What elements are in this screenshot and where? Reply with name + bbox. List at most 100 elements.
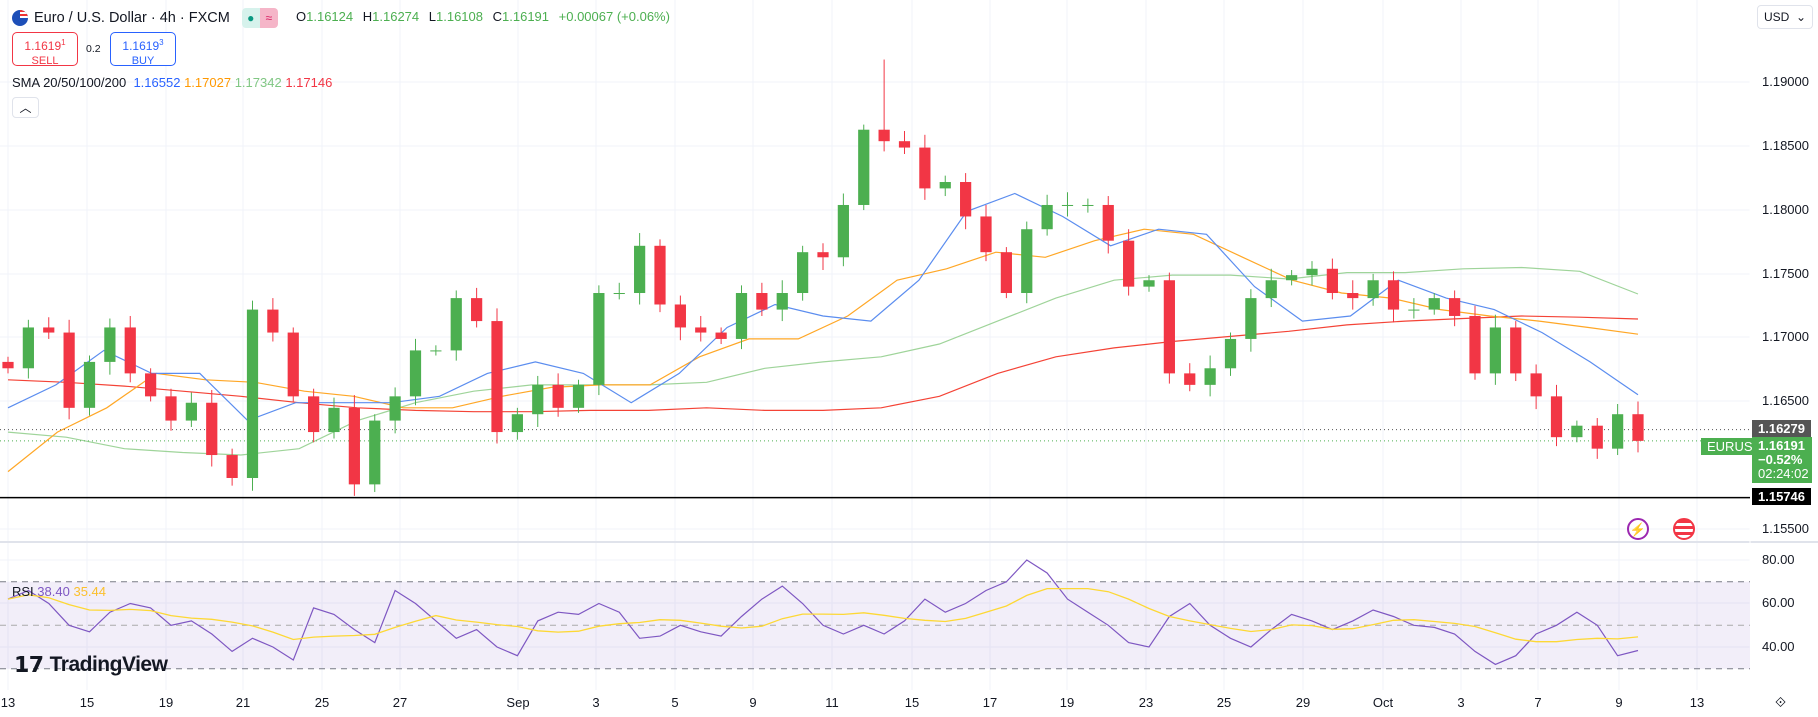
- candle-body: [654, 245, 666, 305]
- price-axis-label: 1.18500: [1762, 138, 1809, 153]
- sma-legend[interactable]: SMA 20/50/100/200 1.16552 1.17027 1.1734…: [12, 75, 332, 90]
- candle-body: [1550, 396, 1563, 438]
- time-axis-label: 17: [982, 695, 998, 710]
- candle-body: [1041, 204, 1053, 230]
- candle-body: [2, 361, 14, 369]
- market-open-dot-icon: ●: [241, 8, 260, 28]
- sma-label: SMA 20/50/100/200: [12, 75, 127, 90]
- candle-body: [837, 204, 849, 258]
- candle-body: [572, 384, 585, 408]
- price-axis-label: 1.15500: [1762, 521, 1809, 536]
- chevron-down-icon: ⌄: [1795, 10, 1806, 24]
- spread-value: 0.2: [86, 43, 101, 55]
- sma50-line: [7, 228, 1639, 473]
- lightning-event-icon[interactable]: ⚡: [1627, 518, 1649, 540]
- candle-body: [1428, 298, 1440, 310]
- settings-eye-icon[interactable]: ⟐: [1775, 694, 1787, 710]
- sell-button[interactable]: 1.16191 SELL: [12, 32, 78, 67]
- sma100-line: [7, 266, 1639, 456]
- rsi-label: RSI: [12, 584, 34, 599]
- time-axis-label: 13: [0, 695, 16, 710]
- candle-body: [1286, 275, 1298, 281]
- time-axis-label: 11: [825, 695, 839, 710]
- buy-button[interactable]: 1.16193 BUY: [110, 32, 176, 67]
- candle-body: [389, 396, 401, 421]
- time-axis-label: 9: [749, 695, 757, 710]
- candle-body: [409, 350, 422, 397]
- candle-body: [634, 245, 646, 294]
- candle-body: [715, 332, 727, 339]
- candle-body: [1123, 240, 1135, 287]
- currency-value: USD: [1764, 10, 1790, 24]
- candle-body: [145, 373, 157, 397]
- candle-body: [471, 298, 483, 322]
- rsi-axis-label: 40.00: [1762, 639, 1795, 654]
- tradingview-logo[interactable]: 𝟭𝟳 TradingView: [14, 652, 168, 678]
- close-value: 1.16191: [502, 9, 550, 24]
- candle-body: [1082, 204, 1094, 206]
- rsi-axis-label: 80.00: [1762, 552, 1795, 567]
- candle-body: [1530, 373, 1542, 397]
- candle-body: [1184, 373, 1196, 385]
- price-axis-label: 1.17000: [1762, 329, 1809, 344]
- time-axis-label: 13: [1689, 695, 1705, 710]
- symbol-tag: EURUSD: [1701, 438, 1768, 455]
- candle-body: [450, 298, 462, 351]
- sma200-value: 1.17146: [285, 75, 333, 90]
- candle-body: [1591, 425, 1603, 449]
- candle-body: [1571, 425, 1583, 438]
- price-axis-label: 1.16500: [1762, 393, 1809, 408]
- time-axis-label: 3: [592, 695, 600, 710]
- symbol-title[interactable]: Euro / U.S. Dollar · 4h · FXCM ● ≈: [12, 8, 278, 28]
- buy-price-pip: 3: [159, 38, 164, 47]
- candle-body: [939, 182, 951, 189]
- candle-body: [124, 327, 136, 374]
- low-value: 1.16108: [436, 9, 483, 24]
- sma50-value: 1.17027: [184, 75, 232, 90]
- candle-body: [674, 304, 686, 328]
- rsi-legend[interactable]: RSI 38.40 35.44: [12, 584, 106, 599]
- sma100-value: 1.17342: [234, 75, 282, 90]
- time-axis-label: 19: [1059, 695, 1075, 710]
- change-value: +0.00067 (+0.06%): [558, 9, 670, 24]
- tradingview-logo-icon: 𝟭𝟳: [14, 652, 44, 677]
- candle-body: [287, 332, 299, 397]
- candle-body: [1326, 268, 1338, 294]
- candle-body: [980, 216, 992, 253]
- rsi-axis-label: 60.00: [1762, 595, 1795, 610]
- ohlc-legend: O1.16124 H1.16274 L1.16108 C1.16191 +0.0…: [296, 9, 676, 24]
- candle-body: [267, 309, 279, 333]
- buy-price: 1.1619: [122, 39, 160, 53]
- candle-body: [1612, 414, 1624, 449]
- time-axis-label: 27: [392, 695, 408, 710]
- candle-body: [613, 293, 625, 295]
- candle-body: [1489, 327, 1501, 374]
- candle-body: [22, 327, 34, 369]
- candle-body: [1163, 280, 1175, 374]
- time-axis-label: 3: [1457, 695, 1465, 710]
- logo-text: TradingView: [49, 653, 168, 676]
- time-axis-label: Oct: [1372, 695, 1394, 710]
- open-value: 1.16124: [306, 9, 354, 24]
- candle-body: [532, 384, 544, 415]
- sell-price-pip: 1: [61, 38, 66, 47]
- candle-body: [63, 332, 75, 408]
- candle-body: [878, 129, 890, 142]
- low-label: L: [428, 9, 436, 24]
- currency-select[interactable]: USD ⌄: [1757, 5, 1813, 29]
- candle-body: [735, 293, 748, 339]
- candle-body: [1387, 280, 1400, 310]
- collapse-legend-button[interactable]: ︿: [12, 97, 39, 118]
- us-economic-event-flag-icon[interactable]: [1673, 518, 1695, 540]
- candle-body: [1469, 315, 1481, 374]
- last-price: 1.16191: [1758, 438, 1805, 453]
- rsi-ma-value: 35.44: [73, 584, 107, 599]
- time-axis-label: 25: [1216, 695, 1232, 710]
- candle-body: [1408, 309, 1420, 311]
- high-label: H: [362, 9, 373, 24]
- candle-body: [1306, 268, 1318, 276]
- market-status-pill[interactable]: ● ≈: [241, 8, 278, 28]
- candle-body: [206, 402, 218, 456]
- time-axis-label: 7: [1534, 695, 1542, 710]
